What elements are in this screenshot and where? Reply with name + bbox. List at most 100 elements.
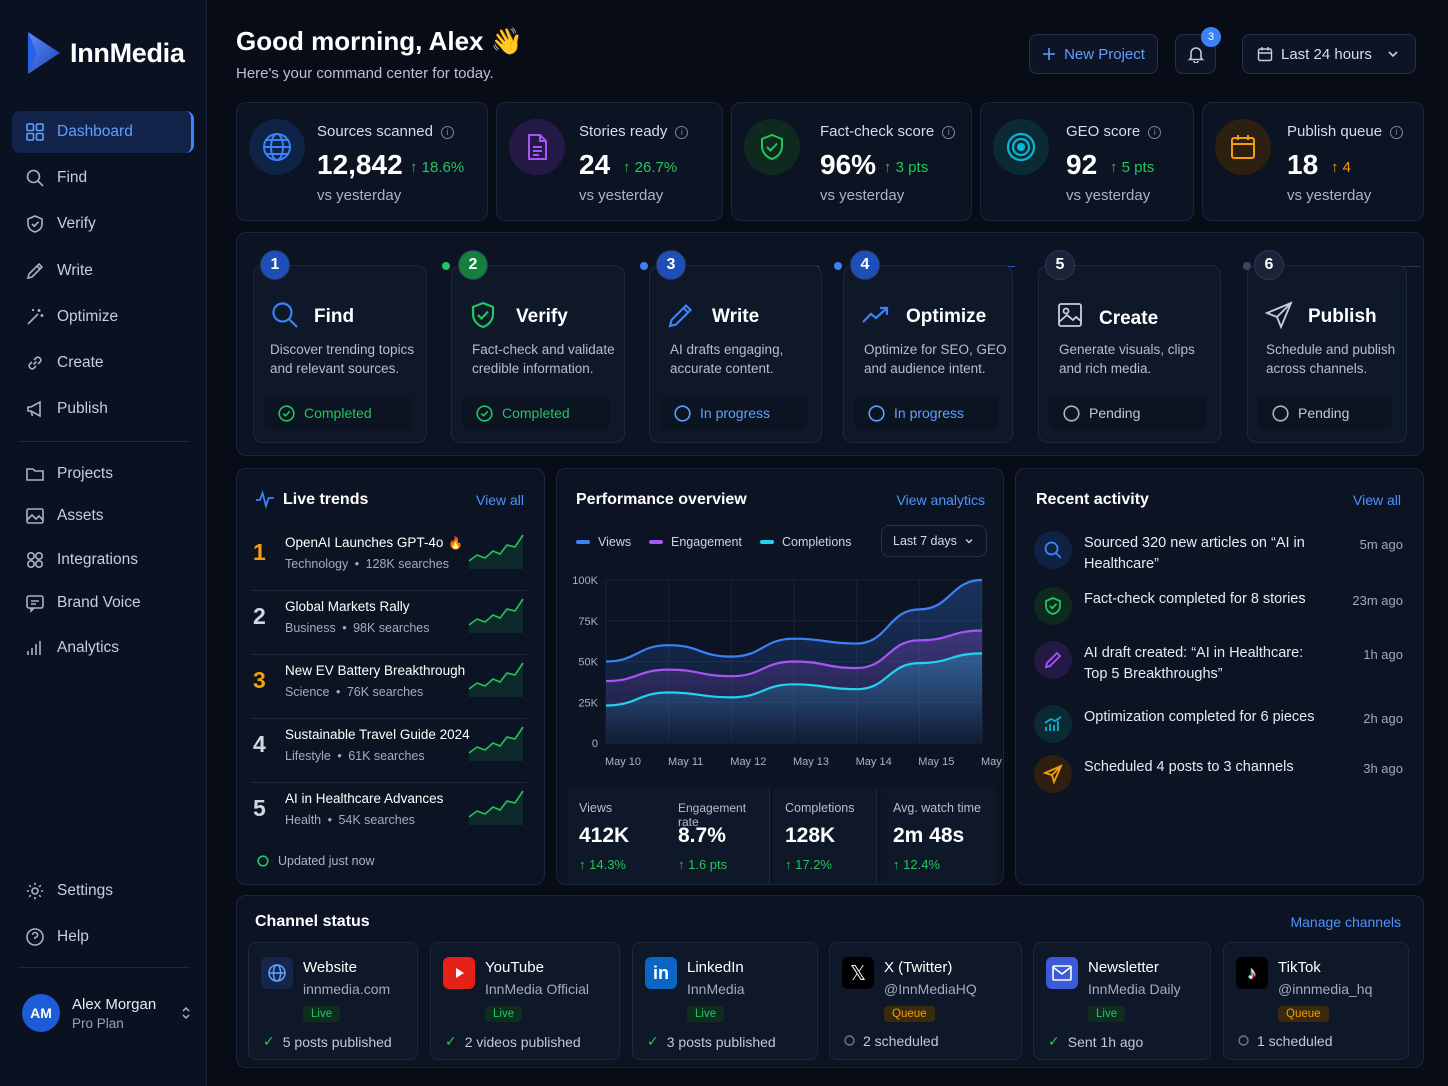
chevron-down-icon: [965, 538, 973, 544]
metric-change: ↑ 1.6 pts: [678, 857, 728, 872]
channel-name: YouTube: [485, 959, 544, 976]
series-line-engagement[interactable]: [605, 629, 983, 683]
gear-icon: [26, 882, 44, 900]
sidebar-item-label: Settings: [57, 882, 114, 899]
trend-item[interactable]: 2 Global Markets Rally Business • 98K sear…: [251, 591, 527, 655]
new-project-label: New Project: [1064, 45, 1145, 63]
sparkline: [468, 662, 524, 697]
channel-card[interactable]: in LinkedIn InnMedia Live ✓ 3 posts published: [632, 942, 818, 1060]
sidebar-item-brand-voice[interactable]: Brand Voice: [12, 582, 194, 624]
connector-dot: [442, 262, 450, 270]
metric-label: Avg. watch time: [893, 801, 982, 815]
view-all-activity-link[interactable]: View all: [1353, 492, 1401, 508]
trend-item[interactable]: 3 New EV Battery Breakthrough Science • 76…: [251, 655, 527, 719]
channel-handle: innmedia.com: [303, 981, 391, 997]
activity-time: 23m ago: [1352, 593, 1403, 608]
stat-change: ↑ 3 pts: [884, 159, 929, 176]
sidebar-item-optimize[interactable]: Optimize: [12, 296, 194, 338]
sidebar-item-label: Publish: [57, 400, 108, 418]
stat-sub: vs yesterday: [317, 187, 402, 204]
bars-icon: [27, 640, 41, 655]
channel-card[interactable]: YouTube InnMedia Official Live ✓ 2 videos pu…: [430, 942, 620, 1060]
info-icon[interactable]: i: [1148, 126, 1162, 139]
activity-item[interactable]: Sourced 320 new articles on “AI in Healt…: [1032, 531, 1407, 581]
trend-title: Sustainable Travel Guide 2024: [285, 727, 470, 742]
info-icon[interactable]: i: [675, 126, 689, 139]
sidebar-item-publish[interactable]: Publish: [12, 388, 194, 430]
performance-chart: 100K 75K 50K 25K 0 May 10 May 11 May 12 May 13 Ma…: [572, 575, 1003, 768]
sidebar-item-label: Find: [57, 169, 88, 187]
activity-item[interactable]: Fact-check completed for 8 stories 23m ag…: [1032, 587, 1407, 637]
section-title: Performance overview: [576, 491, 747, 508]
channel-card[interactable]: Website innmedia.com Live ✓ 5 posts publishe…: [248, 942, 418, 1060]
activity-item[interactable]: Scheduled 4 posts to 3 channels 3h ago: [1032, 755, 1407, 805]
user-menu[interactable]: AM Alex Morgan Pro Plan: [22, 994, 192, 1032]
step-create[interactable]: 5 Create Generate visuals, clips and ric…: [1038, 250, 1221, 443]
step-verify[interactable]: 2 Verify Fact-check and validate credibl…: [451, 250, 625, 443]
new-project-button[interactable]: New Project: [1029, 34, 1158, 74]
stat-label: Stories ready i: [579, 123, 689, 140]
search-icon: [1034, 531, 1072, 569]
user-name: Alex Morgan: [72, 995, 157, 1013]
pulse-icon: [256, 489, 274, 509]
step-publish[interactable]: 6 Publish Schedule and publish across ch…: [1247, 250, 1407, 443]
metric-views: Views 412K ↑ 14.3%: [567, 787, 671, 884]
sparkline: [468, 790, 524, 825]
document-icon: [509, 119, 565, 175]
step-write[interactable]: 3 Write AI drafts engaging, accurate con…: [649, 250, 822, 443]
metric-label: Views: [579, 801, 613, 815]
section-title: Live trends: [283, 491, 369, 508]
sidebar-item-analytics[interactable]: Analytics: [12, 627, 194, 669]
metric-value: 412K: [579, 824, 630, 847]
activity-time: 5m ago: [1359, 537, 1403, 552]
manage-channels-link[interactable]: Manage channels: [1290, 914, 1401, 930]
stat-value: 96%: [820, 149, 877, 180]
activity-item[interactable]: Optimization completed for 6 pieces 2h ag…: [1032, 705, 1407, 755]
metric-change: ↑ 14.3%: [579, 857, 626, 872]
connector-dot: [834, 262, 842, 270]
nav-divider: [18, 441, 190, 442]
activity-time: 3h ago: [1363, 761, 1403, 776]
sidebar-item-dashboard[interactable]: Dashboard: [12, 111, 194, 153]
sidebar-item-create[interactable]: Create: [12, 342, 194, 384]
trend-item[interactable]: 4 Sustainable Travel Guide 2024 Lifestyle …: [251, 719, 527, 783]
series-line-views[interactable]: [605, 578, 983, 663]
step-optimize[interactable]: 4 Optimize Optimize for SEO, GEO and aud…: [843, 250, 1013, 443]
activity-item[interactable]: AI draft created: “AI in Healthcare: Top…: [1032, 641, 1407, 691]
channel-card[interactable]: ♪ TikTok @innmedia_hq Queue 1 scheduled: [1223, 942, 1409, 1060]
view-all-trends-link[interactable]: View all: [476, 492, 524, 508]
trend-item[interactable]: 1 OpenAI Launches GPT-4o 🔥 Technology • 128…: [251, 527, 527, 591]
sidebar-item-assets[interactable]: Assets: [12, 495, 194, 537]
step-find[interactable]: 1 Find Discover trending topics and rele…: [253, 250, 427, 443]
view-analytics-link[interactable]: View analytics: [896, 492, 985, 508]
sparkline: [468, 598, 524, 633]
channel-card[interactable]: 𝕏 X (Twitter) @InnMediaHQ Queue 2 scheduled: [829, 942, 1022, 1060]
sidebar-item-find[interactable]: Find: [12, 157, 194, 199]
progress-circle-icon: [868, 404, 885, 422]
sidebar-item-verify[interactable]: Verify: [12, 203, 194, 245]
sidebar-item-integrations[interactable]: Integrations: [12, 539, 194, 581]
logo[interactable]: InnMedia: [24, 30, 185, 76]
stat-sub: vs yesterday: [820, 187, 905, 204]
series-area-completions: [606, 653, 982, 743]
info-icon[interactable]: i: [1390, 126, 1404, 139]
notifications-button[interactable]: 3: [1175, 27, 1221, 74]
x-tick-label: May 12: [730, 756, 766, 768]
series-line-completions[interactable]: [605, 652, 983, 707]
date-range-select[interactable]: Last 24 hours: [1242, 34, 1416, 74]
channel-card[interactable]: Newsletter InnMedia Daily Live ✓ Sent 1h ago: [1033, 942, 1211, 1060]
sidebar-item-settings[interactable]: Settings: [12, 870, 194, 912]
bell-icon: [1187, 47, 1204, 63]
activity-time: 1h ago: [1363, 647, 1403, 662]
send-icon: [1264, 301, 1293, 330]
sidebar-item-projects[interactable]: Projects: [12, 453, 194, 495]
activity-text: Scheduled 4 posts to 3 channels: [1084, 759, 1294, 775]
sidebar-item-help[interactable]: Help: [12, 916, 194, 958]
sidebar-item-write[interactable]: Write: [12, 250, 194, 292]
info-icon[interactable]: i: [942, 126, 956, 139]
trend-item[interactable]: 5 AI in Healthcare Advances Health • 54K s…: [251, 783, 527, 847]
app-name: InnMedia: [70, 37, 185, 68]
chart-range-select[interactable]: Last 7 days: [881, 525, 987, 557]
info-icon[interactable]: i: [440, 126, 454, 139]
calendar-icon: [1215, 119, 1271, 175]
